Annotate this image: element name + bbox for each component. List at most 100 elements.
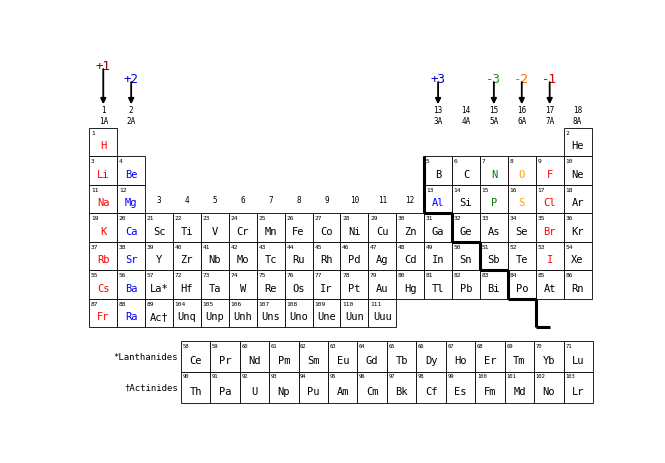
Bar bbox=[340, 242, 368, 271]
Bar bbox=[446, 372, 475, 403]
Text: Ag: Ag bbox=[376, 255, 388, 265]
Text: Yb: Yb bbox=[543, 356, 555, 365]
Bar bbox=[564, 157, 592, 185]
Text: 9: 9 bbox=[324, 195, 329, 204]
Bar bbox=[299, 341, 328, 372]
Text: †Actinides: †Actinides bbox=[124, 383, 178, 392]
Text: Unh: Unh bbox=[233, 312, 252, 322]
Text: Na: Na bbox=[97, 198, 110, 208]
Text: 60: 60 bbox=[241, 343, 248, 348]
Text: 94: 94 bbox=[300, 374, 307, 379]
Bar bbox=[536, 271, 564, 299]
Text: Tl: Tl bbox=[432, 283, 444, 293]
Text: Uno: Uno bbox=[289, 312, 308, 322]
Text: 23: 23 bbox=[203, 216, 210, 221]
Text: 4: 4 bbox=[119, 159, 122, 164]
Text: F: F bbox=[547, 169, 553, 180]
Text: Kr: Kr bbox=[571, 226, 584, 237]
Text: Cd: Cd bbox=[404, 255, 416, 265]
Text: 40: 40 bbox=[175, 244, 182, 249]
Bar bbox=[89, 242, 117, 271]
Bar bbox=[229, 214, 257, 242]
Text: 9: 9 bbox=[537, 159, 541, 164]
Text: Np: Np bbox=[277, 386, 290, 396]
Bar bbox=[564, 372, 593, 403]
Text: 1
1A: 1 1A bbox=[98, 106, 108, 125]
Text: C: C bbox=[463, 169, 469, 180]
Bar bbox=[145, 242, 173, 271]
Bar bbox=[508, 271, 536, 299]
Bar bbox=[452, 242, 480, 271]
Text: 65: 65 bbox=[388, 343, 395, 348]
Text: 41: 41 bbox=[203, 244, 210, 249]
Text: 10: 10 bbox=[350, 195, 359, 204]
Text: 14: 14 bbox=[454, 188, 462, 192]
Text: 64: 64 bbox=[359, 343, 366, 348]
Text: Hg: Hg bbox=[404, 283, 416, 293]
Text: 92: 92 bbox=[241, 374, 248, 379]
Text: 89: 89 bbox=[147, 301, 154, 306]
Text: 78: 78 bbox=[342, 273, 350, 278]
Text: Ru: Ru bbox=[293, 255, 305, 265]
Text: 18: 18 bbox=[565, 188, 573, 192]
Text: 61: 61 bbox=[271, 343, 277, 348]
Text: Uns: Uns bbox=[261, 312, 280, 322]
Text: Co: Co bbox=[321, 226, 332, 237]
Bar bbox=[387, 341, 416, 372]
Bar bbox=[564, 129, 592, 157]
Text: 84: 84 bbox=[509, 273, 517, 278]
Bar bbox=[396, 271, 424, 299]
Text: 105: 105 bbox=[203, 301, 214, 306]
Text: 1: 1 bbox=[91, 131, 95, 136]
Text: 21: 21 bbox=[147, 216, 154, 221]
Text: Lr: Lr bbox=[572, 386, 585, 396]
Text: 72: 72 bbox=[175, 273, 182, 278]
Text: Pb: Pb bbox=[460, 283, 472, 293]
Bar bbox=[534, 341, 564, 372]
Text: Gd: Gd bbox=[366, 356, 378, 365]
Text: Br: Br bbox=[543, 226, 556, 237]
Text: Unq: Unq bbox=[178, 312, 196, 322]
Text: 8: 8 bbox=[297, 195, 301, 204]
Text: Cm: Cm bbox=[366, 386, 378, 396]
Text: Cs: Cs bbox=[97, 283, 110, 293]
Text: Re: Re bbox=[265, 283, 277, 293]
Text: Unp: Unp bbox=[205, 312, 224, 322]
Text: H: H bbox=[100, 141, 106, 151]
Text: 20: 20 bbox=[119, 216, 126, 221]
Bar bbox=[257, 271, 285, 299]
Text: 52: 52 bbox=[509, 244, 517, 249]
Text: 34: 34 bbox=[509, 216, 517, 221]
Text: 13
3A: 13 3A bbox=[434, 106, 443, 125]
Bar bbox=[340, 299, 368, 327]
Bar bbox=[89, 129, 117, 157]
Bar bbox=[201, 242, 229, 271]
Text: 98: 98 bbox=[418, 374, 424, 379]
Text: 108: 108 bbox=[287, 301, 297, 306]
Text: Ni: Ni bbox=[348, 226, 360, 237]
Bar bbox=[313, 242, 340, 271]
Text: 97: 97 bbox=[388, 374, 395, 379]
Bar bbox=[257, 299, 285, 327]
Bar bbox=[536, 242, 564, 271]
Text: Te: Te bbox=[515, 255, 528, 265]
Bar bbox=[239, 372, 269, 403]
Bar bbox=[145, 214, 173, 242]
Bar bbox=[313, 299, 340, 327]
Bar bbox=[416, 372, 446, 403]
Text: 57: 57 bbox=[147, 273, 154, 278]
Text: 85: 85 bbox=[537, 273, 545, 278]
Text: 73: 73 bbox=[203, 273, 210, 278]
Bar bbox=[424, 157, 452, 185]
Text: Os: Os bbox=[293, 283, 305, 293]
Text: As: As bbox=[487, 226, 500, 237]
Bar bbox=[285, 299, 313, 327]
Bar bbox=[173, 299, 201, 327]
Text: 86: 86 bbox=[565, 273, 573, 278]
Bar bbox=[480, 271, 508, 299]
Text: 15
5A: 15 5A bbox=[489, 106, 499, 125]
Text: 62: 62 bbox=[300, 343, 307, 348]
Bar bbox=[89, 214, 117, 242]
Text: La*: La* bbox=[150, 283, 168, 293]
Text: Ra: Ra bbox=[125, 312, 138, 322]
